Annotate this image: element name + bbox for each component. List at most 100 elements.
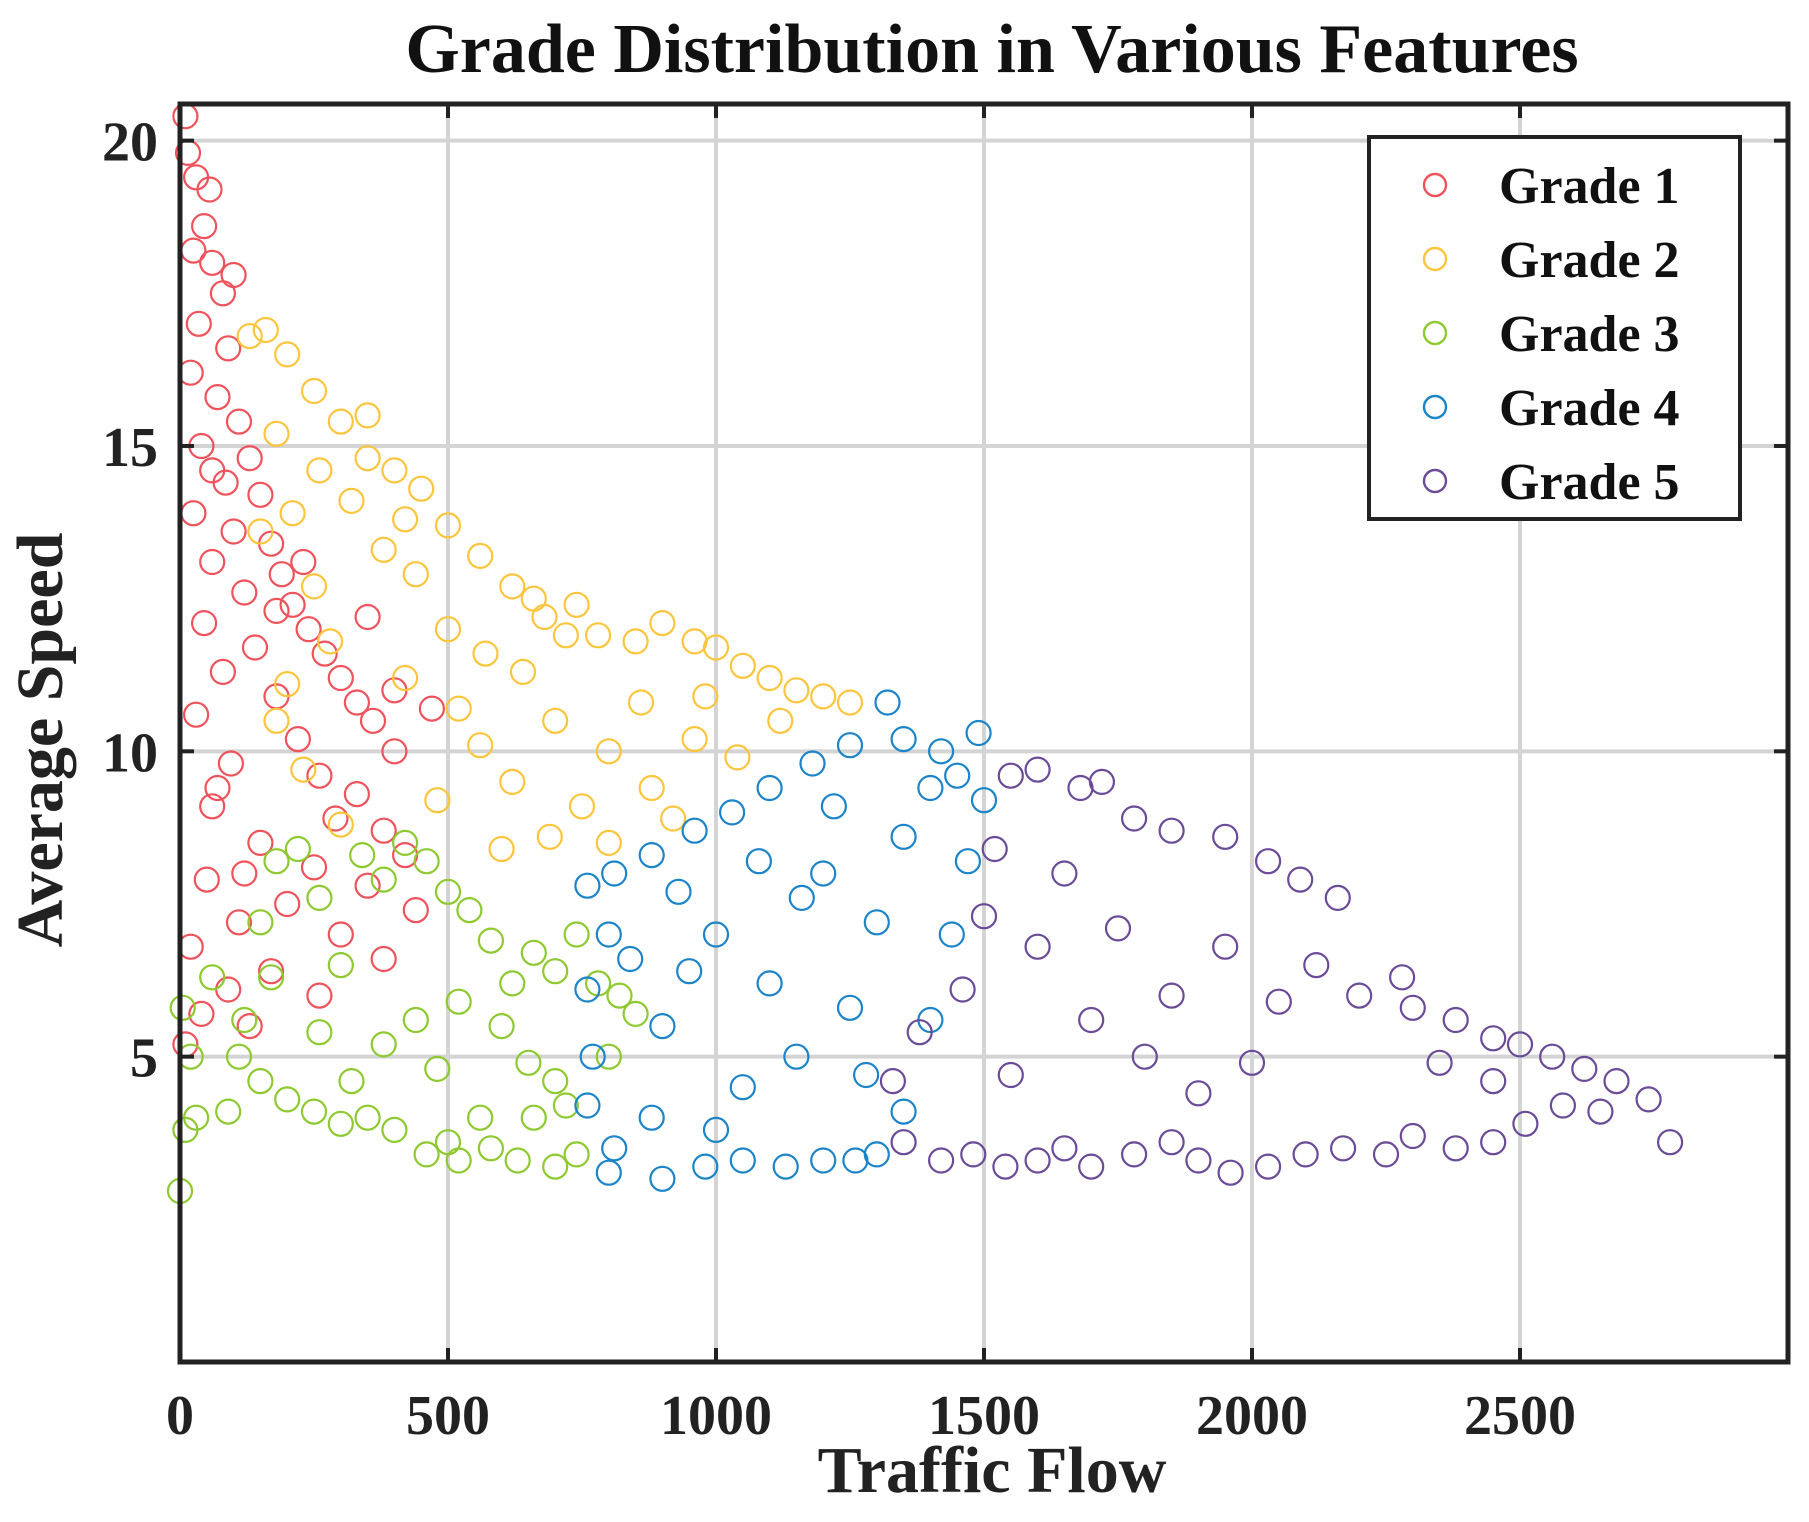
data-point xyxy=(729,1147,756,1174)
data-point xyxy=(756,774,783,802)
data-point xyxy=(327,811,354,838)
axis-ticks xyxy=(178,104,1788,1362)
data-point xyxy=(863,909,890,936)
data-point xyxy=(499,573,526,600)
data-point xyxy=(247,829,274,857)
data-point xyxy=(327,951,354,979)
data-point xyxy=(306,1019,333,1046)
data-point xyxy=(499,970,526,997)
data-point xyxy=(381,1116,408,1144)
data-point xyxy=(231,1006,258,1034)
legend-item-grade-1: Grade 1 xyxy=(1422,158,1680,215)
x-tick-label: 1500 xyxy=(928,1385,1040,1447)
data-point xyxy=(306,762,333,789)
data-point xyxy=(327,1110,354,1137)
legend-marker xyxy=(1422,246,1448,272)
data-point xyxy=(520,585,547,612)
data-point xyxy=(258,958,285,985)
data-point xyxy=(263,420,290,447)
data-point xyxy=(906,1019,933,1046)
data-point xyxy=(220,518,247,545)
data-point xyxy=(354,603,381,631)
data-point xyxy=(638,841,665,869)
data-point xyxy=(890,725,917,753)
data-point xyxy=(354,1104,381,1131)
data-point xyxy=(944,762,971,789)
data-point xyxy=(574,872,601,899)
data-point xyxy=(1024,1147,1051,1174)
data-point xyxy=(1024,933,1051,960)
data-point xyxy=(1238,1049,1266,1076)
series-grade-5 xyxy=(879,756,1684,1186)
data-point xyxy=(300,1098,328,1125)
data-point xyxy=(1024,756,1051,783)
data-point xyxy=(997,762,1024,789)
data-point xyxy=(1324,884,1351,912)
data-point xyxy=(193,866,220,893)
data-point xyxy=(917,774,944,802)
x-tick-label: 2000 xyxy=(1196,1385,1308,1447)
data-point xyxy=(1265,988,1292,1015)
data-point xyxy=(1549,1092,1577,1119)
data-point xyxy=(542,1153,569,1180)
data-point xyxy=(1635,1086,1662,1113)
data-point xyxy=(199,793,226,820)
data-point xyxy=(274,890,301,918)
data-point xyxy=(231,579,258,606)
data-point xyxy=(381,738,408,765)
data-point xyxy=(649,1012,676,1040)
data-point xyxy=(627,689,655,716)
data-point xyxy=(997,1061,1024,1089)
data-point xyxy=(692,683,719,710)
data-point xyxy=(349,841,376,869)
data-point xyxy=(1399,994,1426,1021)
data-point xyxy=(196,176,223,203)
y-tick-label: 5 xyxy=(130,1028,158,1090)
data-point xyxy=(300,573,328,600)
data-point xyxy=(199,964,226,991)
series-grade-4 xyxy=(574,689,998,1192)
data-point xyxy=(772,1153,799,1180)
y-tick-label: 15 xyxy=(102,417,158,479)
data-point xyxy=(236,445,263,472)
data-point xyxy=(638,1104,665,1131)
data-point xyxy=(381,457,408,484)
data-point xyxy=(579,1043,606,1070)
data-point xyxy=(515,1049,542,1076)
data-point xyxy=(960,1141,987,1168)
data-point xyxy=(241,634,269,661)
data-point xyxy=(1571,1055,1598,1083)
data-point xyxy=(1426,1049,1453,1076)
data-point xyxy=(1088,768,1116,796)
data-point xyxy=(445,1147,472,1174)
legend-label: Grade 1 xyxy=(1499,158,1680,215)
data-point xyxy=(290,756,317,783)
data-point xyxy=(225,408,253,435)
data-point xyxy=(199,457,226,484)
data-point xyxy=(810,683,837,710)
data-point xyxy=(563,591,590,618)
data-point xyxy=(445,988,472,1015)
data-point xyxy=(520,1104,547,1131)
data-point xyxy=(595,829,622,857)
data-point xyxy=(268,561,295,588)
data-point xyxy=(574,976,601,1003)
data-point xyxy=(563,1141,590,1168)
data-point xyxy=(981,835,1008,863)
data-point xyxy=(638,774,665,802)
data-point xyxy=(236,323,263,350)
data-point xyxy=(879,1067,907,1095)
data-point xyxy=(467,1104,494,1131)
data-point xyxy=(300,854,328,881)
data-point xyxy=(606,982,633,1009)
series-grade-2 xyxy=(236,316,864,863)
data-point xyxy=(306,457,333,484)
data-point xyxy=(622,628,649,655)
data-point xyxy=(1131,1043,1158,1070)
data-point xyxy=(392,506,419,533)
data-point xyxy=(424,787,451,814)
data-point xyxy=(279,500,306,527)
data-point xyxy=(863,1141,890,1168)
data-point xyxy=(467,542,494,570)
data-point xyxy=(215,335,242,362)
